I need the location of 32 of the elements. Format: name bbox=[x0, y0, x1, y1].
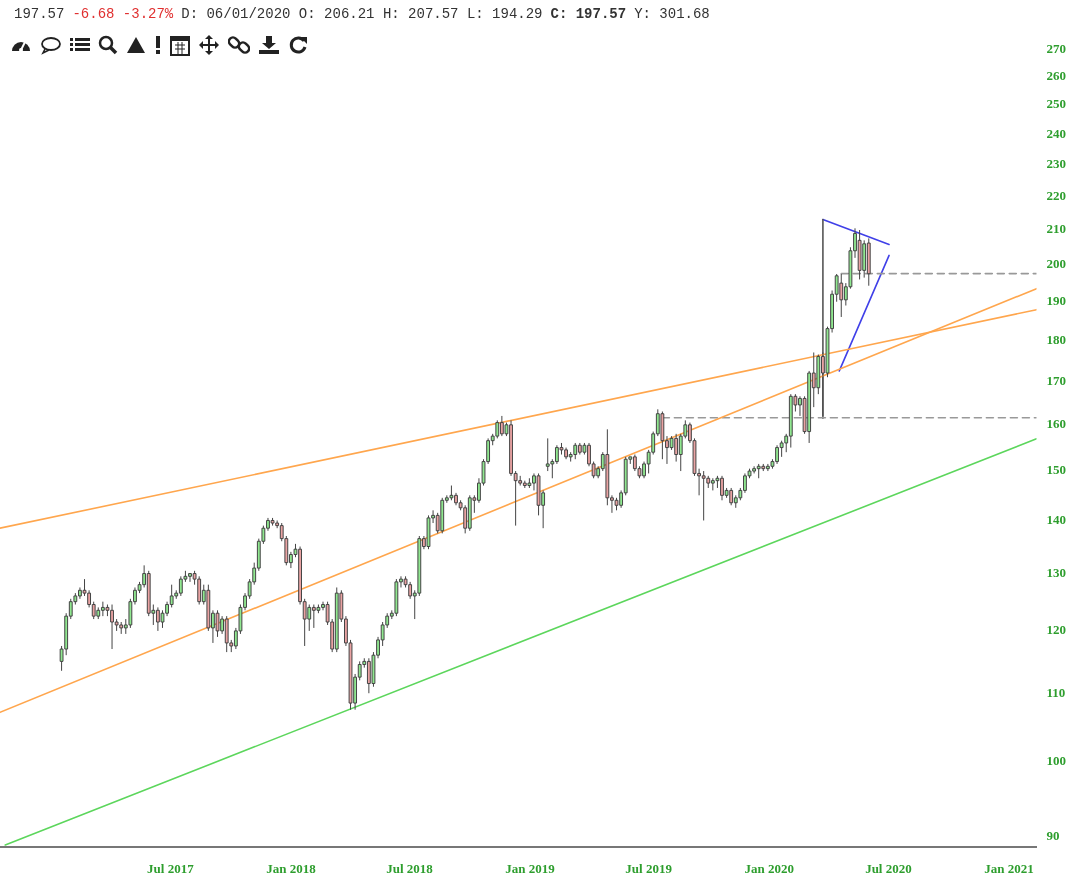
y-tick-label: 220 bbox=[1046, 188, 1066, 204]
y-tick-label: 190 bbox=[1046, 293, 1066, 309]
y-tick-label: 160 bbox=[1046, 416, 1066, 432]
text: C: 197.57 bbox=[550, 6, 627, 22]
text: D: 06/01/2020 O: 206.21 H: 207.57 L: 194.29 bbox=[181, 6, 543, 22]
y-tick-label: 150 bbox=[1046, 462, 1066, 478]
text: 197.57 bbox=[14, 6, 65, 22]
text: Y: 301.68 bbox=[634, 6, 710, 22]
y-tick-label: 210 bbox=[1046, 221, 1066, 237]
y-tick-label: 100 bbox=[1046, 752, 1066, 768]
y-tick-label: 130 bbox=[1046, 564, 1066, 580]
y-tick-label: 110 bbox=[1046, 684, 1066, 700]
y-tick-label: 90 bbox=[1046, 828, 1060, 844]
x-tick-label: Jan 2018 bbox=[266, 860, 317, 876]
x-tick-label: Jan 2021 bbox=[984, 860, 1034, 876]
text: -6.68 -3.27% bbox=[72, 6, 174, 22]
y-tick-label: 180 bbox=[1046, 331, 1066, 347]
y-tick-label: 240 bbox=[1046, 125, 1066, 141]
x-tick-label: Jul 2020 bbox=[865, 860, 912, 876]
x-tick-label: Jul 2018 bbox=[386, 860, 434, 876]
y-tick-label: 260 bbox=[1046, 68, 1066, 84]
y-tick-label: 120 bbox=[1046, 622, 1066, 638]
y-tick-label: 270 bbox=[1046, 41, 1066, 57]
y-tick-label: 230 bbox=[1046, 156, 1066, 172]
x-tick-label: Jan 2020 bbox=[744, 860, 794, 876]
x-tick-label: Jul 2019 bbox=[625, 860, 673, 876]
x-tick-label: Jul 2017 bbox=[147, 860, 195, 876]
y-tick-label: 170 bbox=[1046, 372, 1066, 388]
y-tick-label: 140 bbox=[1046, 511, 1066, 527]
x-tick-label: Jan 2019 bbox=[505, 860, 556, 876]
y-tick-label: 200 bbox=[1046, 256, 1066, 272]
y-tick-label: 250 bbox=[1046, 96, 1066, 112]
